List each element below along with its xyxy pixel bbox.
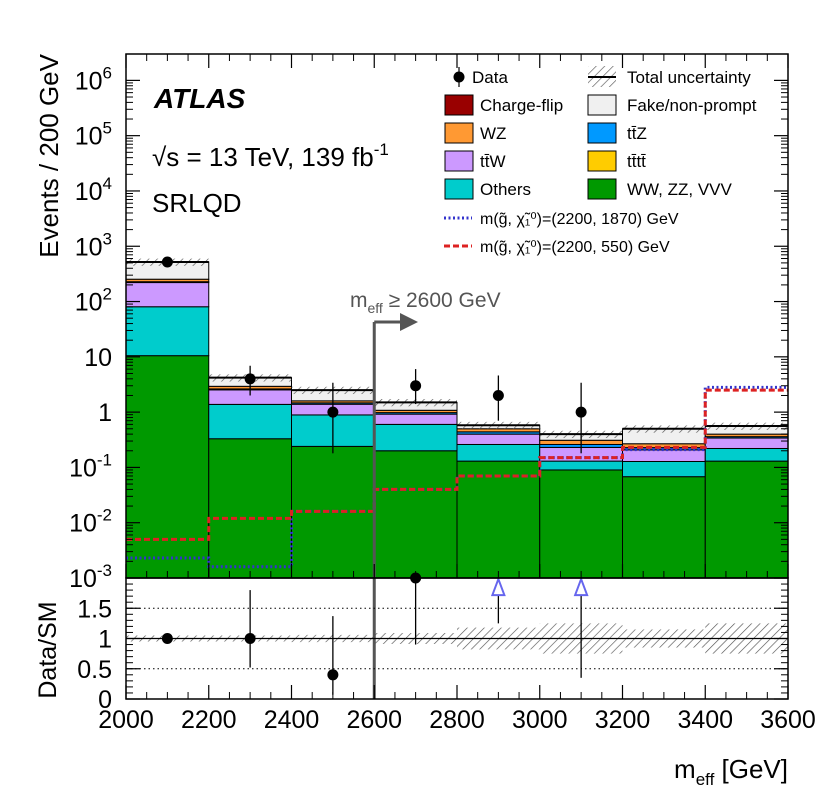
x-tick-label: 2600 [346,706,402,734]
stack-bar-1-bin-5 [539,460,623,471]
y-tick-label: 10-1 [69,450,112,482]
region-label: SRLQD [152,188,242,218]
legend-swatch [587,150,617,172]
stack-bar-3-bin-3 [373,413,458,425]
legend-swatch [587,122,617,144]
stack-bar-0-bin-3 [373,450,458,578]
stack-bar-0-bin-5 [539,469,623,578]
stack-bar-1-bin-7 [704,447,788,462]
stack-bar-1-bin-6 [622,460,706,478]
cut-label: meff ≥ 2600 GeV [350,289,501,316]
stack-bar-3-bin-4 [456,433,541,445]
ratio-y-tick-label: 1 [98,626,112,654]
ratio-data-point [327,669,339,681]
y-tick-label: 103 [75,229,112,261]
x-tick-label: 3400 [677,706,733,734]
legend-label: tt̄Z [627,124,647,143]
x-axis-title: meff [GeV] [674,754,788,789]
y-tick-label: 10 [84,344,112,372]
cut-arrow-head [400,313,418,331]
x-tick-label: 3000 [512,706,568,734]
ratio-y-tick-label: 1.5 [77,595,112,623]
stack-bar-1-bin-1 [208,403,292,440]
x-tick-label: 2200 [181,706,237,734]
legend-swatch [587,178,617,200]
legend-data-label: Data [472,68,508,87]
legend-label: WW, ZZ, VVV [627,180,732,199]
stack-bar-3-bin-0 [126,282,210,308]
legend-label: Fake/non-prompt [627,96,757,115]
legend-swatch [444,150,474,172]
stack-bar-1-bin-0 [126,306,210,357]
ratio-plot-area [126,572,788,695]
data-point [410,380,422,392]
y-tick-label: 105 [75,119,112,151]
stack-bar-3-bin-7 [704,437,788,449]
data-point [327,406,339,418]
stack-bar-0-bin-6 [622,476,706,578]
x-tick-label: 3200 [595,706,651,734]
ratio-y-tick-label: 0.5 [77,656,112,684]
y-tick-label: 10-3 [69,561,112,593]
legend-signal-label: m(g̃, χ̃₁⁰)=(2200, 1870) GeV [480,211,679,228]
energy-exponent: -1 [374,140,389,159]
legend-label: tt̄tt̄ [627,152,646,171]
x-tick-label: 2400 [264,706,320,734]
y-tick-label: 10-2 [69,506,112,538]
legend-signal-label: m(g̃, χ̃₁⁰)=(2200, 550) GeV [480,239,670,256]
y-tick-label: 102 [75,285,112,317]
experiment-label: ATLAS [153,83,246,114]
legend-total-unc-label: Total uncertainty [627,68,751,87]
x-tick-label: 2000 [98,706,154,734]
stack-bar-0-bin-4 [456,460,541,578]
data-point [161,256,173,268]
y-tick-label: 106 [75,63,112,95]
legend-label: WZ [480,124,506,143]
x-tick-label: 2800 [429,706,485,734]
signal-line-1 [126,388,788,541]
ratio-arrow-marker [573,576,589,597]
y-tick-label: 1 [98,399,112,427]
legend-label: tt̄W [480,152,506,171]
data-point [575,406,587,418]
energy-label: √s = 13 TeV, 139 fb-1 [152,140,389,172]
legend-swatch [444,122,474,144]
legend-label: Others [480,180,531,199]
ratio-data-point [244,633,256,644]
legend-swatch [444,94,474,116]
stack-bar-0-bin-1 [208,438,292,578]
y-tick-label: 104 [75,174,112,206]
legend-swatch [587,94,617,116]
stack-bar-0-bin-7 [704,460,788,578]
ratio-data-point [161,633,173,644]
stack-bar-1-bin-4 [456,443,541,462]
legend: Data Total uncertainty Charge-flip WZ tt̄W Ot… [444,66,757,256]
stack-bar-1-bin-3 [373,423,458,452]
ratio-y-axis-title: Data/SM [34,601,62,698]
main-plot-area: meff ≥ 2600 GeV [126,256,788,699]
x-tick-label: 3600 [760,706,816,734]
data-point [244,373,256,385]
legend-label: Charge-flip [480,96,563,115]
ratio-y-tick-label: 0 [98,686,112,714]
legend-swatch [444,178,474,200]
data-point [492,389,504,401]
ratio-arrow-marker [490,576,506,597]
stack-bar-3-bin-6 [622,449,706,462]
y-axis-title: Events / 200 GeV [34,53,64,257]
